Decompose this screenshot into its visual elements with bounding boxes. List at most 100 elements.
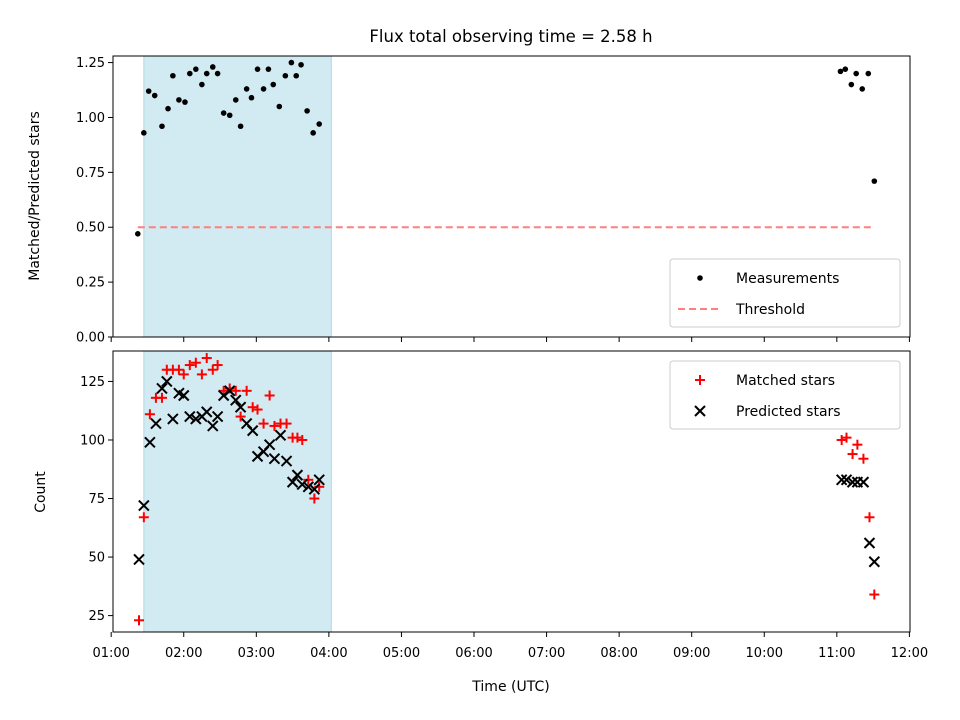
matched-star-point bbox=[303, 474, 314, 485]
y-tick-label: 0.50 bbox=[76, 221, 105, 236]
matched-star-point bbox=[178, 369, 189, 380]
measurement-point bbox=[298, 61, 304, 68]
matched-star-point bbox=[241, 385, 252, 396]
predicted-star-point bbox=[296, 478, 308, 491]
measurement-point bbox=[186, 70, 193, 77]
matched-star-point bbox=[184, 360, 195, 371]
y-tick-label: 0.00 bbox=[76, 331, 105, 346]
x-tick-label: 10:00 bbox=[746, 646, 783, 661]
matched-star-point bbox=[156, 392, 167, 403]
predicted-star-point bbox=[211, 410, 224, 423]
x-axis-label: Time (UTC) bbox=[471, 679, 549, 695]
measurement-point bbox=[151, 92, 158, 99]
predicted-star-point bbox=[190, 413, 202, 425]
measurement-point bbox=[254, 66, 261, 72]
matched-star-point bbox=[297, 434, 308, 445]
legend: Matched stars Predicted stars bbox=[669, 360, 901, 430]
legend-marker-matched bbox=[695, 375, 705, 385]
measurement-point bbox=[859, 86, 866, 92]
legend-box bbox=[669, 360, 901, 430]
predicted-star-point bbox=[286, 476, 299, 488]
measurement-point bbox=[270, 81, 277, 88]
measurement-point bbox=[865, 70, 872, 77]
series-predicted-stars bbox=[133, 375, 881, 568]
measurement-point bbox=[871, 178, 878, 184]
matched-star-point bbox=[847, 449, 858, 460]
matched-star-point bbox=[196, 369, 207, 380]
predicted-star-point bbox=[156, 382, 168, 395]
x-tick-label: 08:00 bbox=[600, 646, 637, 661]
legend-label: Predicted stars bbox=[736, 404, 841, 420]
predicted-star-point bbox=[207, 420, 219, 432]
observing-window-band bbox=[143, 55, 332, 338]
matched-star-point bbox=[144, 409, 155, 420]
y-tick-label: 125 bbox=[80, 375, 105, 390]
x-tick-label: 01:00 bbox=[92, 646, 129, 661]
y-tick-label: 100 bbox=[80, 433, 105, 448]
predicted-star-point bbox=[150, 417, 162, 430]
x-tick-label: 05:00 bbox=[383, 646, 420, 661]
measurement-point bbox=[248, 94, 255, 101]
predicted-star-point bbox=[144, 436, 156, 449]
predicted-star-point bbox=[167, 413, 179, 425]
predicted-star-point bbox=[268, 453, 281, 465]
predicted-star-point bbox=[263, 438, 276, 451]
measurement-point bbox=[842, 66, 849, 72]
measurement-point bbox=[176, 97, 182, 103]
matched-star-point bbox=[212, 360, 223, 371]
matched-star-point bbox=[852, 439, 863, 450]
measurement-point bbox=[310, 130, 316, 136]
matched-star-point bbox=[207, 364, 218, 375]
matched-star-point bbox=[230, 385, 241, 396]
top-panel: 0.00 0.25 0.50 0.75 1.00 1.25 Measurements Thre… bbox=[76, 55, 911, 346]
predicted-star-point bbox=[201, 406, 213, 418]
predicted-star-point bbox=[857, 476, 870, 488]
matched-star-point bbox=[264, 390, 275, 401]
measurement-point bbox=[276, 103, 283, 110]
y-tick-label: 75 bbox=[88, 492, 105, 507]
measurement-point bbox=[853, 70, 859, 77]
predicted-star-point bbox=[246, 424, 259, 437]
matched-star-point bbox=[201, 353, 212, 364]
matched-star-point bbox=[864, 512, 875, 523]
x-tick-label: 02:00 bbox=[165, 646, 202, 661]
measurement-point bbox=[203, 70, 210, 77]
predicted-star-point bbox=[224, 385, 236, 397]
legend-label: Matched stars bbox=[736, 373, 835, 389]
predicted-star-point bbox=[184, 410, 196, 423]
predicted-star-point bbox=[280, 455, 293, 467]
measurement-point bbox=[837, 68, 844, 75]
y-tick-label: 1.00 bbox=[76, 111, 105, 126]
matched-star-point bbox=[858, 453, 869, 464]
predicted-star-point bbox=[835, 474, 848, 486]
predicted-star-point bbox=[308, 483, 321, 495]
measurement-point bbox=[141, 130, 147, 136]
matched-star-point bbox=[309, 493, 320, 504]
x-tick-label: 11:00 bbox=[818, 646, 855, 661]
measurement-point bbox=[232, 97, 239, 103]
measurement-point bbox=[145, 88, 152, 94]
measurement-point bbox=[316, 121, 323, 127]
matched-star-point bbox=[173, 364, 184, 375]
y-tick-label: 0.25 bbox=[76, 276, 105, 291]
matched-star-point bbox=[134, 615, 145, 626]
legend-marker-measurements bbox=[697, 275, 703, 281]
predicted-star-point bbox=[840, 474, 853, 486]
matched-star-point bbox=[190, 357, 201, 368]
x-tick-label: 09:00 bbox=[673, 646, 710, 661]
measurement-point bbox=[288, 59, 295, 66]
predicted-star-point bbox=[133, 553, 145, 566]
matched-star-point bbox=[269, 420, 280, 431]
measurement-point bbox=[159, 123, 165, 130]
matched-star-point bbox=[258, 418, 269, 429]
predicted-star-point bbox=[868, 556, 881, 568]
measurement-point bbox=[209, 64, 216, 70]
series-measurements bbox=[134, 59, 878, 237]
predicted-star-point bbox=[161, 375, 173, 388]
matched-star-point bbox=[138, 512, 149, 523]
series-matched-stars bbox=[134, 353, 880, 626]
measurement-point bbox=[237, 123, 244, 130]
predicted-star-point bbox=[846, 476, 859, 488]
measurement-point bbox=[214, 70, 221, 77]
